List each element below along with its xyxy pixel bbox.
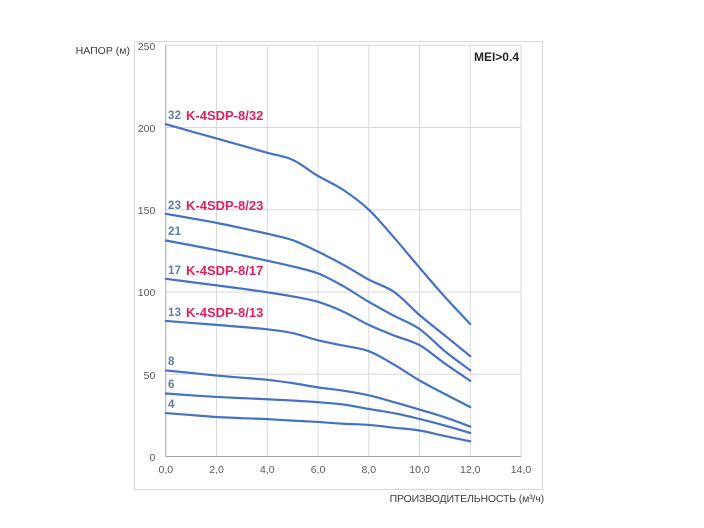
series-stage-label: 13 bbox=[168, 306, 182, 319]
curve-8 bbox=[164, 369, 472, 428]
y-tick-label: 100 bbox=[137, 287, 156, 300]
series-model-label: K-4SDP-8/13 bbox=[186, 305, 264, 321]
series-stage-label: 8 bbox=[168, 356, 175, 369]
y-tick-label: 200 bbox=[137, 122, 156, 135]
y-tick-label: 150 bbox=[137, 205, 156, 218]
curve-23 bbox=[164, 212, 472, 358]
x-tick-label: 10,0 bbox=[409, 463, 430, 476]
curve-6 bbox=[164, 392, 472, 435]
x-tick-label: 8,0 bbox=[361, 463, 377, 476]
x-tick-label: 12,0 bbox=[460, 463, 481, 476]
series-stage-label: 17 bbox=[168, 264, 182, 277]
x-tick-label: 14,0 bbox=[510, 463, 532, 476]
series-stage-label: 6 bbox=[168, 379, 175, 392]
curve-4 bbox=[164, 411, 472, 443]
series-stage-label: 32 bbox=[168, 109, 182, 122]
curve-21 bbox=[164, 239, 472, 372]
y-tick-label: 0 bbox=[149, 452, 156, 464]
x-tick-label: 6,0 bbox=[310, 463, 326, 476]
x-axis-title: ПРОИЗВОДИТЕЛЬНОСТЬ (м³/ч) bbox=[389, 492, 545, 505]
curve-13 bbox=[164, 319, 472, 409]
series-stage-label: 4 bbox=[168, 398, 175, 411]
y-tick-label: 250 bbox=[137, 40, 156, 53]
mei-annotation: MEI>0.4 bbox=[473, 50, 519, 64]
y-tick-label: 50 bbox=[143, 369, 156, 382]
chart-area-border bbox=[134, 41, 543, 490]
x-tick-label: 0,0 bbox=[158, 463, 174, 476]
x-tick-label: 4,0 bbox=[259, 463, 275, 476]
curve-17 bbox=[164, 277, 472, 382]
y-axis-title: НАПОР (м) bbox=[75, 44, 130, 57]
series-stage-label: 23 bbox=[168, 199, 182, 212]
series-stage-label: 21 bbox=[168, 226, 182, 239]
curve-32 bbox=[164, 123, 472, 326]
series-model-label: K-4SDP-8/23 bbox=[186, 198, 264, 214]
x-tick-label: 2,0 bbox=[209, 463, 224, 476]
series-model-label: K-4SDP-8/17 bbox=[186, 263, 264, 279]
series-model-label: K-4SDP-8/32 bbox=[186, 108, 264, 124]
